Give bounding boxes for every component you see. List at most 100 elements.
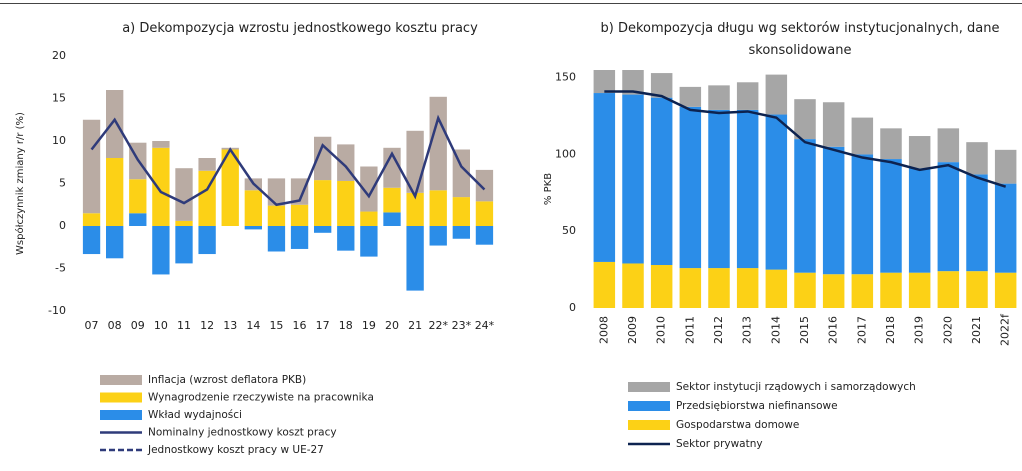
x-tick-label: 11	[177, 319, 191, 332]
bar	[360, 166, 378, 212]
legend-label: Przedsiębiorstwa niefinansowe	[676, 400, 838, 412]
x-tick-label: 22*	[428, 319, 448, 332]
bar	[765, 114, 788, 270]
legend-swatch	[100, 375, 142, 385]
bar	[429, 190, 447, 226]
x-tick-label: 10	[154, 319, 168, 332]
x-tick-label: 2022f	[999, 313, 1012, 346]
y-tick-label: 150	[555, 71, 576, 84]
bar	[152, 141, 170, 148]
bar	[290, 204, 309, 226]
bar	[679, 106, 702, 269]
bar	[994, 272, 1017, 308]
bar	[593, 70, 616, 94]
x-tick-label: 16	[293, 319, 307, 332]
y-tick-label: 50	[562, 224, 576, 237]
legend-swatch	[100, 410, 142, 420]
x-tick-label: 2021	[970, 316, 983, 344]
bar	[708, 109, 730, 269]
bar	[106, 226, 124, 259]
x-tick-label: 21	[408, 319, 422, 332]
x-tick-label: 2010	[655, 316, 668, 344]
bar	[908, 136, 931, 169]
x-tick-label: 2014	[769, 316, 782, 344]
bar	[851, 117, 874, 155]
x-tick-label: 2011	[683, 316, 696, 344]
bar	[794, 272, 816, 308]
bar	[267, 205, 286, 226]
legend-swatch	[628, 401, 670, 411]
y-tick-label: 5	[59, 177, 66, 190]
bar	[622, 70, 644, 95]
y-tick-label: 10	[52, 134, 66, 147]
bar	[198, 158, 216, 171]
x-tick-label: 2012	[712, 316, 725, 344]
bar	[106, 158, 124, 226]
bar	[736, 109, 759, 269]
bar	[708, 85, 730, 110]
x-tick-label: 2009	[626, 316, 639, 344]
bar	[452, 149, 470, 198]
x-tick-label: 2008	[597, 316, 610, 344]
bar	[290, 178, 309, 205]
bar	[290, 226, 309, 249]
x-tick-label: 24*	[475, 319, 495, 332]
bar	[429, 96, 447, 191]
bar	[908, 272, 931, 308]
bar	[175, 220, 193, 226]
bar	[106, 90, 124, 158]
bar	[452, 226, 470, 239]
x-tick-label: 19	[362, 319, 376, 332]
bar	[851, 274, 874, 308]
bar	[736, 268, 759, 308]
x-tick-label: 09	[131, 319, 145, 332]
legend-swatch	[100, 392, 142, 403]
y-tick-label: 15	[52, 92, 66, 105]
bar	[244, 190, 262, 226]
legend-label: Sektor instytucji rządowych i samorządow…	[676, 381, 916, 393]
bar	[650, 265, 673, 308]
bar	[593, 93, 616, 262]
bar	[650, 97, 673, 266]
bar	[221, 149, 239, 226]
bar	[152, 226, 170, 275]
y-tick-label: 20	[52, 49, 66, 62]
bar	[994, 183, 1017, 273]
legend-label: Jednostkowy koszt pracy w UE-27	[147, 444, 324, 456]
top-rule	[0, 3, 1022, 4]
bar	[82, 213, 101, 226]
bar	[406, 192, 424, 226]
x-tick-label: 2018	[884, 316, 897, 344]
x-tick-label: 13	[223, 319, 237, 332]
legend-swatch	[628, 382, 670, 392]
bar	[198, 226, 216, 255]
bar	[129, 179, 147, 214]
y-tick-label: 0	[569, 301, 576, 314]
bar	[244, 226, 262, 230]
bar	[708, 268, 730, 308]
y-tick-label: 0	[59, 219, 66, 232]
bar	[129, 213, 147, 226]
y-axis-label: % PKB	[543, 173, 554, 205]
bar	[383, 147, 401, 188]
x-tick-label: 08	[108, 319, 122, 332]
bar	[314, 226, 332, 233]
x-tick-label: 15	[269, 319, 283, 332]
x-tick-label: 18	[339, 319, 353, 332]
bar	[822, 146, 845, 275]
bar	[452, 197, 470, 226]
x-tick-label: 23*	[452, 319, 472, 332]
bar	[880, 159, 902, 273]
bar	[475, 169, 494, 202]
bar	[337, 180, 355, 226]
x-tick-label: 2015	[798, 316, 811, 344]
bar	[822, 274, 845, 308]
bar	[360, 211, 378, 226]
bar	[175, 226, 193, 264]
legend-label: Sektor prywatny	[676, 438, 763, 450]
bar	[880, 272, 902, 308]
legend-swatch	[628, 420, 670, 430]
chart-title: b) Dekompozycja długu wg sektorów instyt…	[600, 21, 1000, 58]
bar	[383, 187, 401, 213]
bar	[152, 147, 170, 226]
